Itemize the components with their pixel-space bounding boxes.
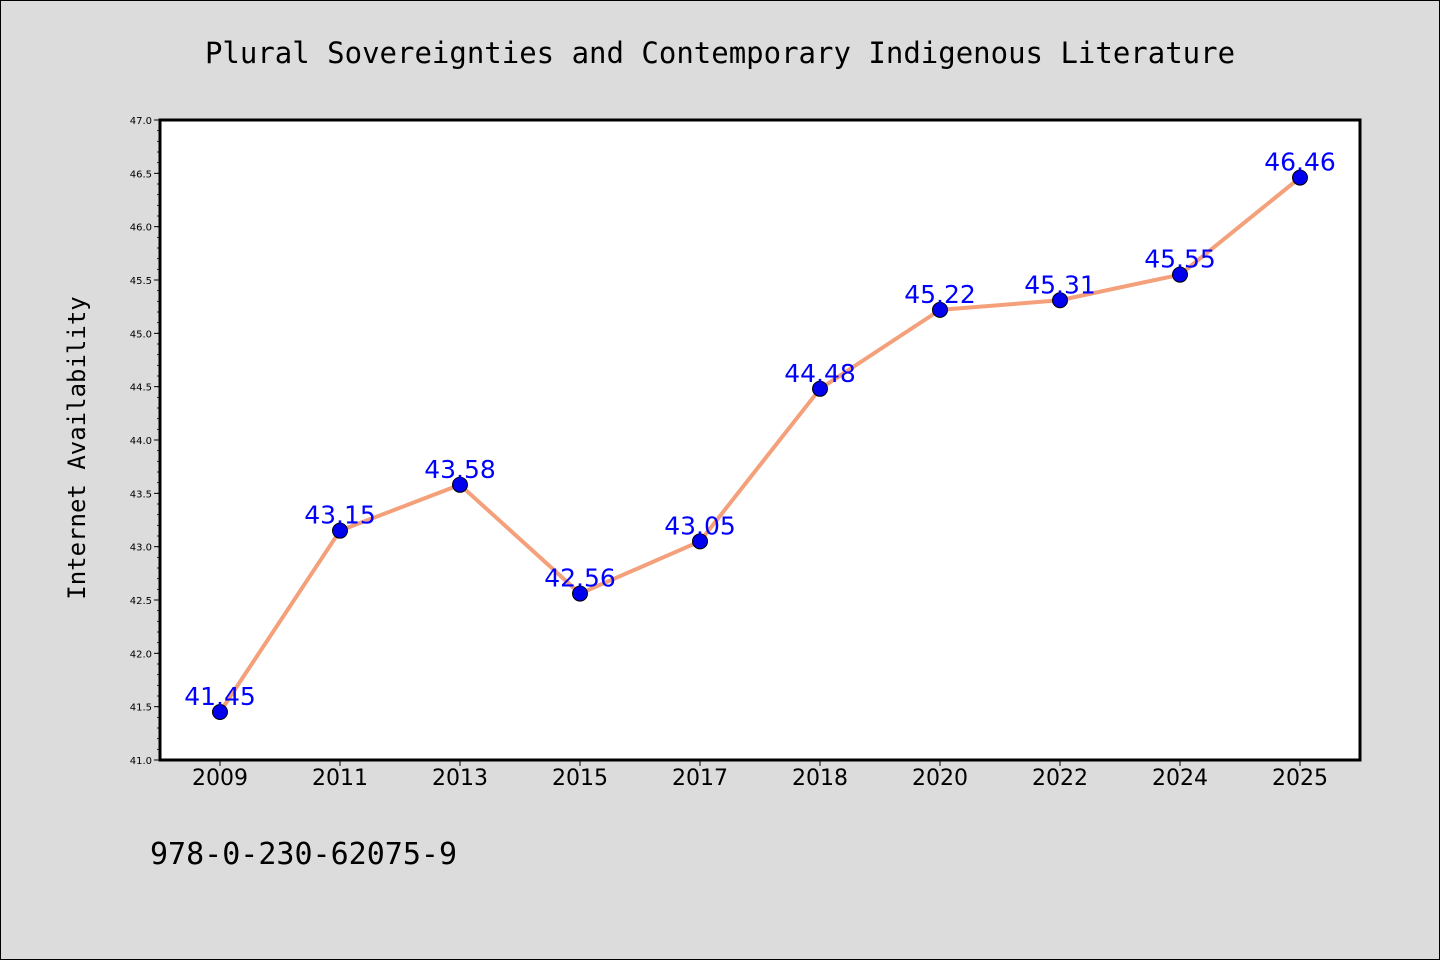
data-point bbox=[452, 476, 468, 493]
series-line-group bbox=[212, 169, 1308, 720]
data-point bbox=[932, 301, 948, 318]
x-tick-label: 2013 bbox=[432, 766, 488, 791]
data-point bbox=[1172, 266, 1188, 283]
plot-area bbox=[160, 120, 1360, 760]
data-labels: 41.45 43.15 43.58 42.56 43.05 44.48 45.22 45.31… bbox=[184, 148, 1336, 711]
x-tick-label: 2020 bbox=[912, 766, 968, 791]
y-tick-label: 43.0 bbox=[130, 543, 152, 554]
data-label: 41.45 bbox=[184, 682, 256, 711]
x-tick-label: 2011 bbox=[312, 766, 368, 791]
data-point bbox=[692, 533, 708, 550]
data-point bbox=[572, 585, 588, 602]
isbn-footer: 978-0-230-62075-9 bbox=[150, 837, 457, 872]
x-tick-label: 2018 bbox=[792, 766, 848, 791]
y-tick-label: 47.0 bbox=[130, 116, 152, 127]
x-tick-label: 2017 bbox=[672, 766, 728, 791]
data-label: 46.46 bbox=[1264, 148, 1336, 177]
y-tick-label: 44.5 bbox=[130, 383, 152, 394]
data-label: 43.05 bbox=[664, 511, 736, 540]
data-label: 44.48 bbox=[784, 359, 856, 388]
data-label: 43.15 bbox=[304, 501, 376, 530]
data-point bbox=[212, 704, 228, 720]
data-label: 43.58 bbox=[424, 455, 496, 484]
data-point bbox=[1052, 292, 1068, 309]
plot-border bbox=[158, 118, 1362, 762]
y-axis: 41.0 41.5 42.0 42.5 43.0 43.5 44.0 44.5 45.0 45.5… bbox=[130, 116, 160, 767]
y-tick-label: 41.0 bbox=[130, 756, 152, 767]
y-tick-label: 45.0 bbox=[130, 329, 152, 340]
y-tick-label: 46.0 bbox=[130, 223, 152, 234]
chart-title: Plural Sovereignties and Contemporary In… bbox=[205, 36, 1235, 70]
data-label: 45.31 bbox=[1024, 270, 1096, 299]
data-point bbox=[1292, 169, 1308, 186]
y-tick-label: 44.0 bbox=[130, 436, 152, 447]
y-axis-label: Internet Availability bbox=[63, 296, 91, 599]
y-tick-label: 43.5 bbox=[130, 489, 152, 500]
data-label: 45.22 bbox=[904, 280, 976, 309]
x-tick-label: 2009 bbox=[192, 766, 248, 791]
y-tick-label: 42.0 bbox=[130, 649, 152, 660]
x-tick-label: 2025 bbox=[1272, 766, 1328, 791]
x-tick-label: 2024 bbox=[1152, 766, 1208, 791]
series-line bbox=[218, 175, 1302, 714]
data-point bbox=[332, 522, 348, 539]
x-tick-label: 2015 bbox=[552, 766, 608, 791]
y-tick-label: 41.5 bbox=[130, 703, 152, 714]
data-label: 45.55 bbox=[1144, 245, 1216, 274]
data-label: 42.56 bbox=[544, 564, 616, 593]
y-tick-label: 46.5 bbox=[130, 169, 152, 180]
x-tick-label: 2022 bbox=[1032, 766, 1088, 791]
y-tick-label: 42.5 bbox=[130, 596, 152, 607]
x-axis: 2009 2011 2013 2015 2017 2018 2020 2022 2024 2025 bbox=[192, 760, 1328, 791]
data-point bbox=[812, 380, 828, 397]
y-tick-label: 45.5 bbox=[130, 276, 152, 287]
